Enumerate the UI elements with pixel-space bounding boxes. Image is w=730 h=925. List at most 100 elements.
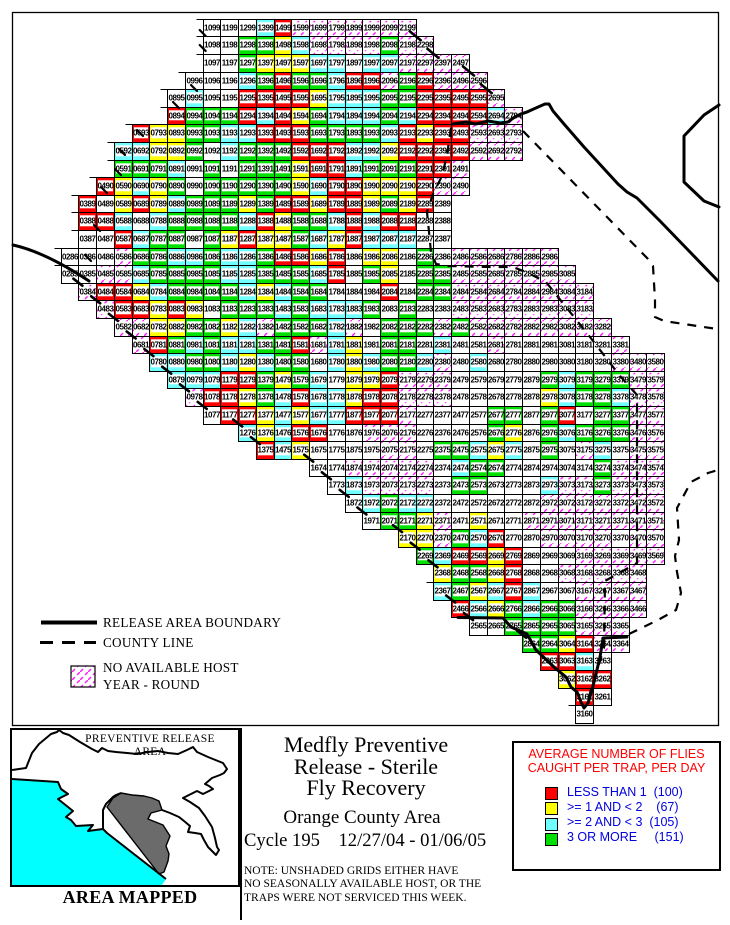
svg-text:3178: 3178 [577, 393, 594, 402]
svg-text:1379: 1379 [258, 376, 275, 385]
svg-text:2672: 2672 [488, 499, 505, 508]
svg-text:2768: 2768 [506, 569, 523, 578]
svg-text:1182: 1182 [222, 323, 239, 332]
svg-text:2765: 2765 [506, 622, 523, 631]
svg-text:1774: 1774 [329, 464, 346, 473]
svg-text:2878: 2878 [524, 393, 541, 402]
svg-text:3166: 3166 [577, 605, 594, 614]
svg-text:3371: 3371 [613, 517, 630, 526]
svg-text:2479: 2479 [453, 376, 470, 385]
svg-text:2475: 2475 [453, 446, 470, 455]
svg-text:1475: 1475 [275, 446, 292, 455]
svg-text:0880: 0880 [169, 358, 186, 367]
svg-text:2171: 2171 [400, 517, 417, 526]
svg-text:2184: 2184 [400, 288, 417, 297]
svg-text:2369: 2369 [435, 552, 452, 561]
svg-text:2075: 2075 [382, 446, 399, 455]
svg-text:1188: 1188 [222, 217, 239, 226]
svg-text:1890: 1890 [346, 182, 363, 191]
svg-text:2879: 2879 [524, 376, 541, 385]
svg-text:3085: 3085 [559, 270, 576, 279]
svg-text:0490: 0490 [98, 182, 115, 191]
svg-text:0488: 0488 [98, 217, 115, 226]
svg-text:1399: 1399 [258, 24, 275, 33]
svg-text:3063: 3063 [559, 657, 576, 666]
svg-text:2284: 2284 [417, 288, 434, 297]
svg-text:1199: 1199 [222, 24, 239, 33]
svg-text:1589: 1589 [293, 200, 310, 209]
svg-text:2181: 2181 [400, 341, 417, 350]
svg-text:2983: 2983 [542, 305, 559, 314]
svg-text:3182: 3182 [577, 323, 594, 332]
svg-text:2199: 2199 [400, 24, 417, 33]
svg-text:0787: 0787 [151, 235, 168, 244]
svg-text:0994: 0994 [187, 112, 204, 121]
svg-text:1390: 1390 [258, 182, 275, 191]
svg-text:2478: 2478 [453, 393, 470, 402]
svg-text:0688: 0688 [133, 217, 150, 226]
svg-text:1282: 1282 [240, 323, 257, 332]
svg-text:1396: 1396 [258, 77, 275, 86]
svg-text:0978: 0978 [187, 393, 204, 402]
svg-text:0884: 0884 [169, 288, 186, 297]
svg-text:1577: 1577 [293, 411, 310, 420]
svg-text:3579: 3579 [648, 376, 665, 385]
svg-text:1988: 1988 [364, 217, 381, 226]
svg-text:0789: 0789 [151, 200, 168, 209]
svg-text:3272: 3272 [595, 499, 612, 508]
svg-text:3079: 3079 [559, 376, 576, 385]
svg-text:1497: 1497 [275, 59, 292, 68]
svg-text:2192: 2192 [400, 147, 417, 156]
svg-text:2073: 2073 [382, 481, 399, 490]
svg-text:0983: 0983 [187, 305, 204, 314]
svg-text:1080: 1080 [204, 358, 221, 367]
svg-text:0588: 0588 [116, 217, 133, 226]
svg-text:1596: 1596 [293, 77, 310, 86]
svg-text:1198: 1198 [222, 41, 239, 50]
svg-text:3161: 3161 [577, 693, 594, 702]
svg-text:2772: 2772 [506, 499, 523, 508]
svg-text:1791: 1791 [329, 165, 346, 174]
svg-text:1982: 1982 [364, 323, 381, 332]
svg-text:1984: 1984 [364, 288, 381, 297]
svg-text:2769: 2769 [506, 552, 523, 561]
svg-text:2570: 2570 [471, 534, 488, 543]
svg-text:1196: 1196 [222, 77, 239, 86]
svg-text:2384: 2384 [435, 288, 452, 297]
svg-text:3580: 3580 [648, 358, 665, 367]
svg-text:3274: 3274 [595, 464, 612, 473]
svg-text:1384: 1384 [258, 288, 275, 297]
svg-text:1875: 1875 [346, 446, 363, 455]
svg-text:0590: 0590 [116, 182, 133, 191]
svg-text:0985: 0985 [187, 270, 204, 279]
svg-text:3273: 3273 [595, 481, 612, 490]
svg-text:3160: 3160 [577, 710, 594, 719]
svg-text:2886: 2886 [524, 253, 541, 262]
svg-text:1585: 1585 [293, 270, 310, 279]
svg-text:2480: 2480 [453, 358, 470, 367]
svg-text:1298: 1298 [240, 41, 257, 50]
svg-text:1690: 1690 [311, 182, 328, 191]
svg-text:2278: 2278 [417, 393, 434, 402]
svg-text:2975: 2975 [542, 446, 559, 455]
svg-text:2593: 2593 [471, 129, 488, 138]
svg-text:1480: 1480 [275, 358, 292, 367]
svg-text:3084: 3084 [559, 288, 576, 297]
svg-text:1190: 1190 [222, 182, 239, 191]
svg-text:1683: 1683 [311, 305, 328, 314]
svg-text:1192: 1192 [222, 147, 239, 156]
svg-text:2388: 2388 [435, 217, 452, 226]
svg-text:1996: 1996 [364, 77, 381, 86]
svg-text:1186: 1186 [222, 253, 239, 262]
svg-text:2098: 2098 [382, 41, 399, 50]
svg-text:2198: 2198 [400, 41, 417, 50]
svg-text:YEAR - ROUND: YEAR - ROUND [103, 677, 200, 692]
svg-text:2397: 2397 [435, 59, 452, 68]
svg-text:1782: 1782 [329, 323, 346, 332]
svg-text:2596: 2596 [471, 77, 488, 86]
svg-text:1973: 1973 [364, 481, 381, 490]
svg-text:0681: 0681 [133, 341, 150, 350]
svg-text:0893: 0893 [169, 129, 186, 138]
svg-text:2467: 2467 [453, 587, 470, 596]
svg-text:1586: 1586 [293, 253, 310, 262]
